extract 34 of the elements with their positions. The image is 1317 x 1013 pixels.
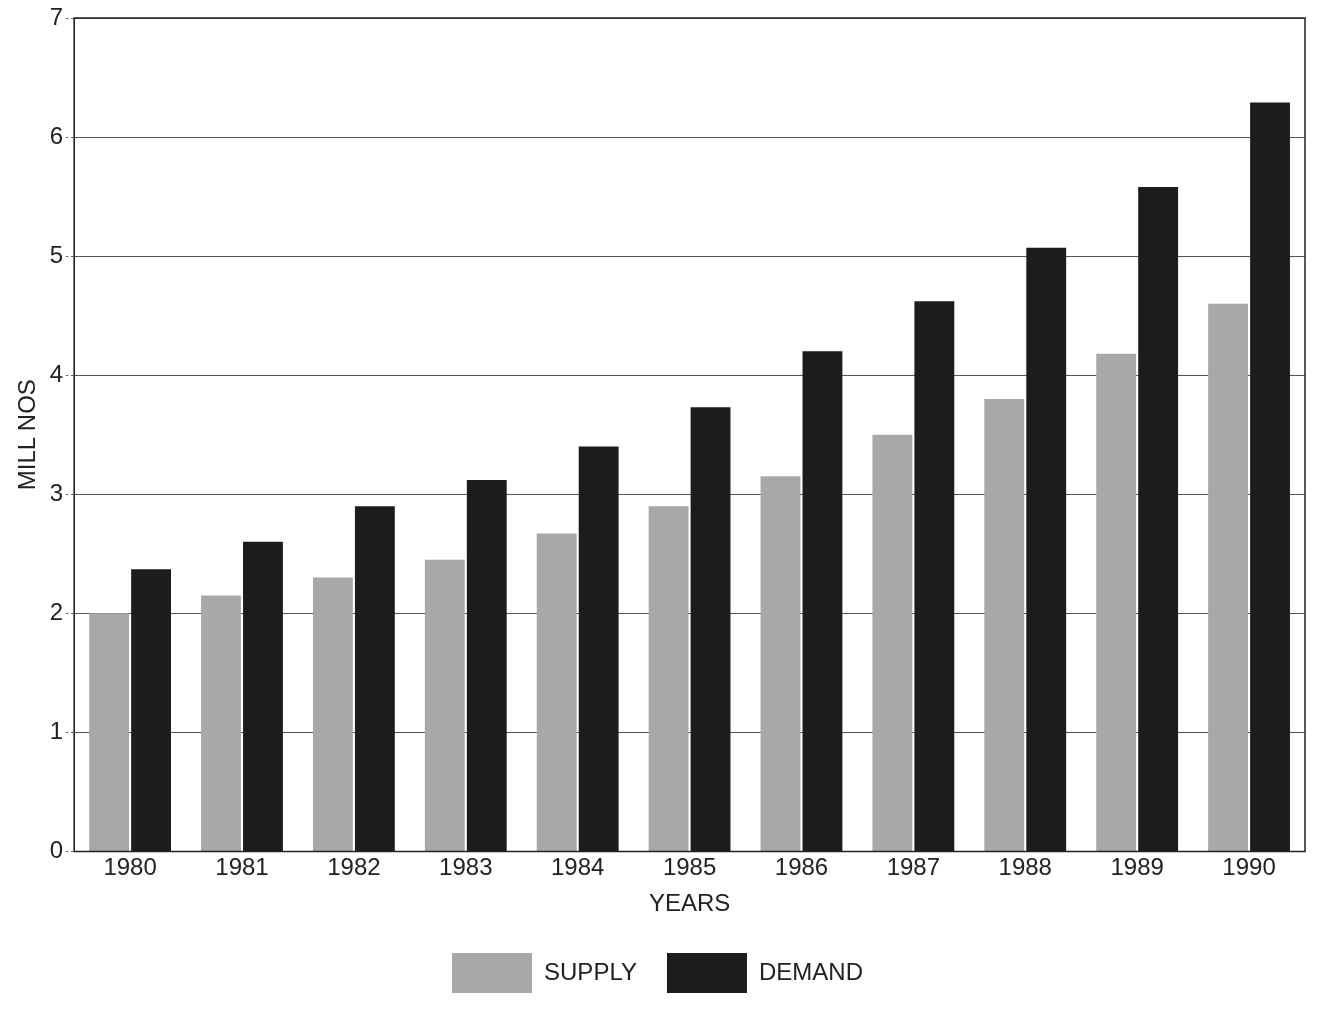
y-tick-label: 4 <box>49 359 64 387</box>
x-tick-label: 1982 <box>327 853 381 881</box>
x-tick-label: 1980 <box>103 853 157 881</box>
x-axis-title: YEARS <box>648 889 731 917</box>
x-tick-label: 1984 <box>550 853 605 881</box>
x-tick-label: 1986 <box>774 853 829 881</box>
legend-label: DEMAND <box>758 957 863 985</box>
y-tick-label: 7 <box>49 2 64 30</box>
y-tick-label: 2 <box>49 597 64 625</box>
bar <box>984 398 1025 851</box>
bar <box>1208 303 1248 851</box>
bar <box>312 577 353 851</box>
y-axis-title: MILL NOS <box>13 379 41 491</box>
y-tick-label: 3 <box>49 478 64 506</box>
x-tick-label: 1990 <box>1222 853 1276 881</box>
legend-label: SUPPLY <box>544 957 637 985</box>
x-tick-label: 1983 <box>439 853 493 881</box>
bar <box>1096 353 1137 851</box>
y-tick-label: 0 <box>49 836 64 864</box>
bar <box>89 613 130 851</box>
x-tick-label: 1987 <box>886 853 941 881</box>
bar <box>424 559 465 851</box>
x-tick-label: 1989 <box>1110 853 1164 881</box>
bar <box>872 434 913 851</box>
y-tick-label: 6 <box>49 121 64 149</box>
x-tick-label: 1988 <box>998 853 1052 881</box>
y-tick-label: 1 <box>49 716 64 744</box>
y-tick-label: 5 <box>49 240 64 268</box>
x-tick-label: 1985 <box>662 853 717 881</box>
bar <box>201 595 241 851</box>
bar <box>648 506 689 851</box>
x-tick-label: 1981 <box>215 853 269 881</box>
bar <box>536 533 577 851</box>
bar <box>760 476 801 851</box>
